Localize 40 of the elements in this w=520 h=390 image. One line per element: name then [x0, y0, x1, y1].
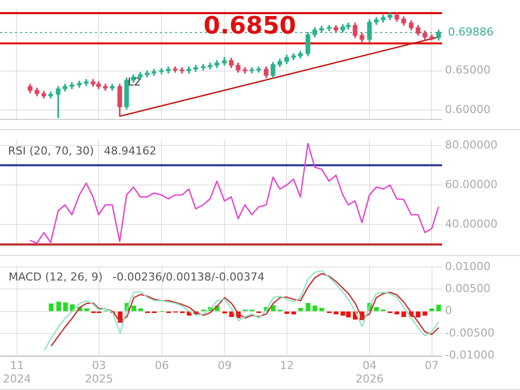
y-tick-label: -0.01000 — [445, 348, 494, 362]
bar — [48, 303, 54, 312]
x-tick-label: 04 2026 — [356, 359, 384, 386]
text: RSI (20, 70, 30) — [8, 144, 94, 158]
bar — [416, 311, 420, 318]
x-tick-label: 03 2025 — [84, 359, 113, 386]
bar — [394, 311, 400, 314]
x-tick-label: 06 — [154, 359, 169, 372]
x-tick-label: 12 — [280, 359, 294, 372]
bar — [132, 306, 136, 312]
bar — [312, 306, 318, 312]
y-tick-label: -0.00500 — [445, 326, 494, 340]
text: -0.00236/0.00138/-0.00374 — [112, 270, 264, 284]
x-tick-label: 09 — [218, 359, 232, 372]
bar — [63, 302, 68, 312]
x-tick-label: 07 — [424, 359, 439, 372]
bar — [374, 306, 379, 312]
y-tick-label: 0.65000 — [445, 64, 490, 77]
y-tick-label: 0.00500 — [445, 282, 490, 295]
bar — [229, 311, 234, 317]
y-tick-label: 0 — [445, 304, 452, 318]
bar — [56, 302, 62, 312]
bar — [306, 303, 310, 312]
bar — [334, 311, 338, 314]
y-tick-label: 40.00000 — [445, 217, 498, 230]
y-tick-label: 0.01000 — [445, 260, 490, 273]
y-tick-label: 0.60000 — [445, 102, 490, 116]
bar — [422, 311, 428, 316]
bar — [291, 311, 296, 314]
ref-line-label: 0.69886 — [448, 25, 494, 38]
bar — [401, 311, 406, 317]
bar — [298, 308, 303, 312]
text: 48.94162 — [104, 144, 156, 158]
y-tick-label: 60.00000 — [445, 178, 498, 191]
y-tick-label: 80.00000 — [445, 138, 498, 152]
x-tick-label: 11 2024 — [2, 359, 31, 386]
ref-line-label: 0.6850 — [204, 12, 296, 40]
bar — [436, 304, 441, 312]
bar — [284, 311, 290, 314]
text: MACD (12, 26, 9) — [8, 270, 103, 284]
